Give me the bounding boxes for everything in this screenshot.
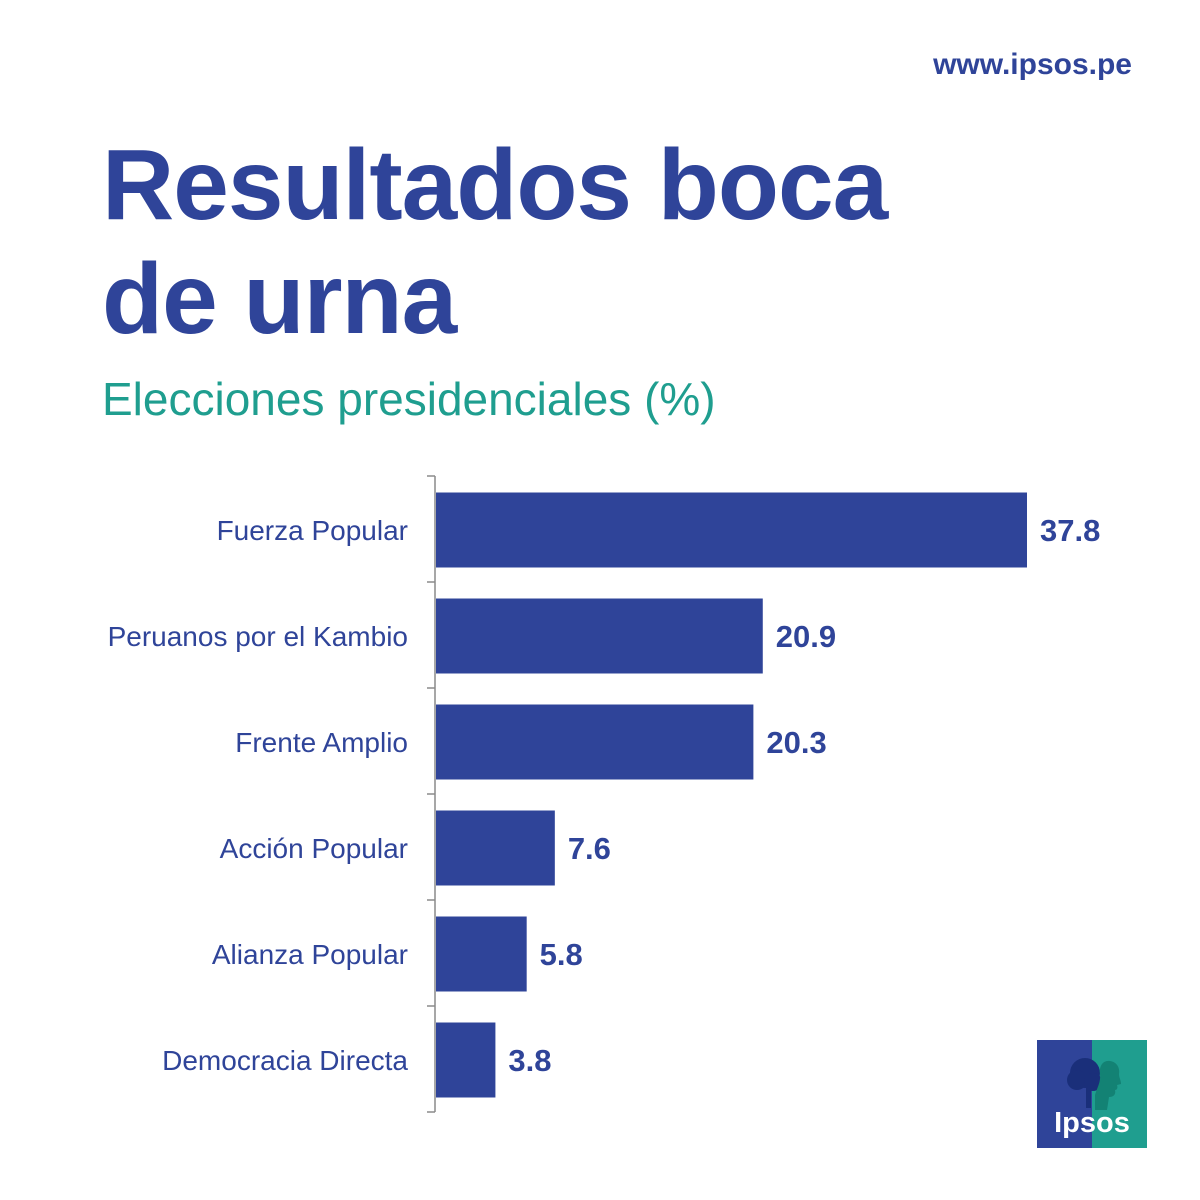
category-label: Alianza Popular — [212, 939, 408, 970]
value-label: 20.9 — [776, 619, 836, 654]
ipsos-logo-icon — [1067, 1058, 1121, 1110]
category-label: Democracia Directa — [162, 1045, 408, 1076]
value-label: 7.6 — [568, 831, 611, 866]
page-title-line-2: de urna — [102, 243, 457, 355]
bar — [436, 1022, 496, 1098]
value-label: 3.8 — [508, 1043, 551, 1078]
logo-blue-panel — [1037, 1040, 1092, 1148]
value-label: 37.8 — [1040, 513, 1100, 548]
logo-text: Ipsos — [1054, 1107, 1130, 1139]
page-title: Resultados boca de urna — [102, 128, 888, 356]
chart-subtitle: Elecciones presidenciales (%) — [102, 373, 716, 425]
chart-bars: Fuerza Popular 37.8 Peruanos por el Kambio… — [108, 492, 1100, 1098]
bar — [436, 598, 763, 674]
website-url[interactable]: www.ipsos.pe — [933, 48, 1132, 81]
category-label: Frente Amplio — [235, 727, 408, 758]
category-label: Fuerza Popular — [217, 515, 408, 546]
bar — [436, 704, 754, 780]
chart-axis — [427, 475, 436, 1113]
ipsos-logo[interactable]: Ipsos — [1037, 1040, 1147, 1148]
value-label: 20.3 — [766, 725, 826, 760]
category-label: Peruanos por el Kambio — [108, 621, 408, 652]
category-label: Acción Popular — [220, 833, 408, 864]
value-label: 5.8 — [540, 937, 583, 972]
bar — [436, 916, 527, 992]
bar — [436, 492, 1027, 568]
page-title-line-1: Resultados boca — [102, 129, 888, 241]
bar — [436, 810, 555, 886]
